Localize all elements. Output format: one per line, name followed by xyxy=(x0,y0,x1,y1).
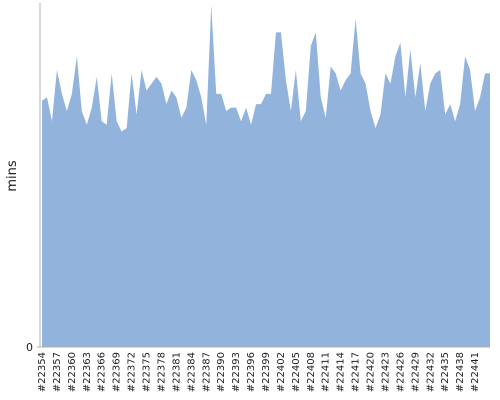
x-tick-label: #22438 xyxy=(455,352,466,392)
y-axis-label: mins xyxy=(5,160,20,192)
x-tick-label: #22435 xyxy=(440,352,451,392)
x-tick-label: #22363 xyxy=(82,352,93,392)
x-tick-label: #22369 xyxy=(112,352,123,392)
y-tick-label: 0 xyxy=(26,341,33,354)
x-tick-label: #22387 xyxy=(201,352,212,392)
x-tick-label: #22402 xyxy=(276,352,287,392)
x-tick-label: #22372 xyxy=(127,352,138,392)
x-tick-label: #22441 xyxy=(470,352,481,392)
x-tick-label: #22408 xyxy=(306,352,317,392)
x-tick-label: #22381 xyxy=(171,352,182,392)
x-tick-label: #22378 xyxy=(156,352,167,392)
x-tick-label: #22366 xyxy=(97,352,108,392)
x-tick-label: #22423 xyxy=(380,352,391,392)
x-tick-label: #22384 xyxy=(186,352,197,392)
x-tick-label: #22375 xyxy=(142,352,153,392)
x-tick-label: #22399 xyxy=(261,352,272,392)
x-tick-label: #22411 xyxy=(321,352,332,392)
x-tick-label: #22432 xyxy=(425,352,436,392)
x-tick-label: #22414 xyxy=(336,352,347,392)
x-tick-label: #22429 xyxy=(410,352,421,392)
x-tick-label: #22405 xyxy=(291,352,302,392)
area xyxy=(42,5,490,347)
x-tick-label: #22396 xyxy=(246,352,257,392)
x-tick-label: #22417 xyxy=(351,352,362,392)
x-tick-label: #22393 xyxy=(231,352,242,392)
x-tick-label: #22354 xyxy=(37,352,48,392)
x-tick-label: #22420 xyxy=(366,352,377,392)
x-tick-label: #22390 xyxy=(216,352,227,392)
x-tick-label: #22360 xyxy=(67,352,78,392)
x-tick-label: #22357 xyxy=(52,352,63,392)
x-tick-label: #22426 xyxy=(395,352,406,392)
